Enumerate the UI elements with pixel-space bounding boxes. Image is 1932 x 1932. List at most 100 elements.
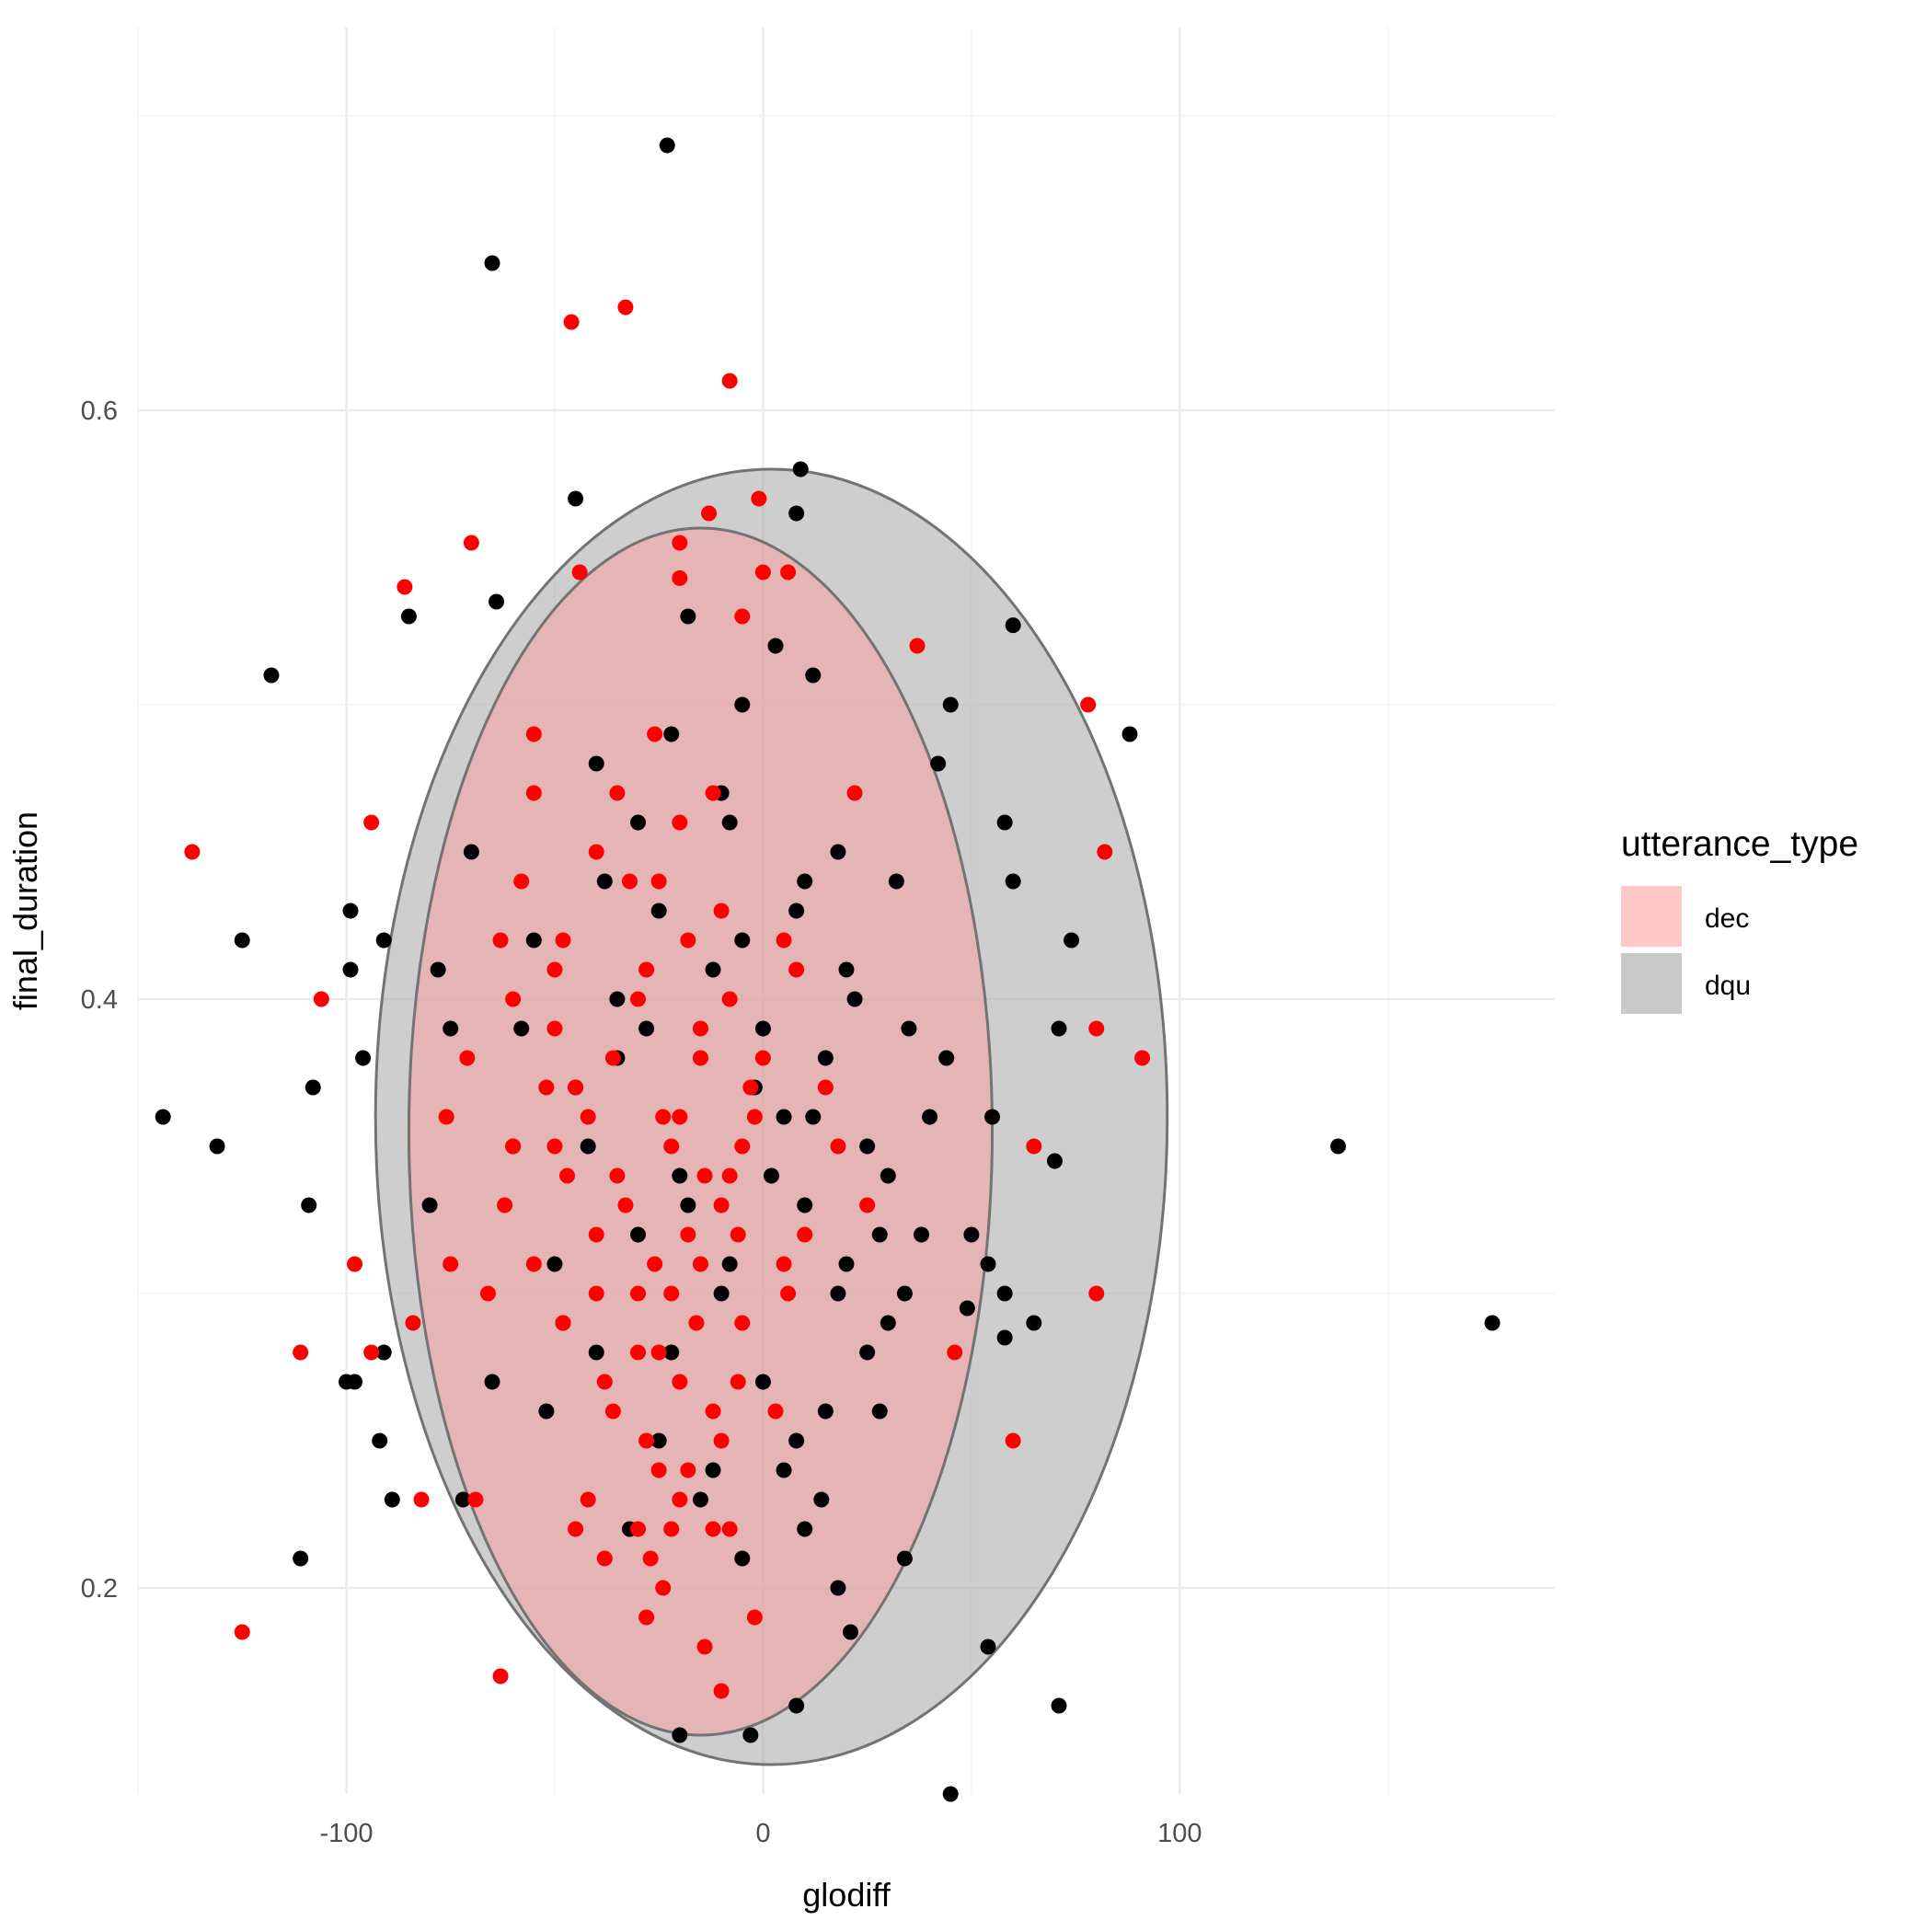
point-dec <box>713 1432 730 1449</box>
point-dqu <box>1484 1315 1501 1331</box>
point-dec <box>1080 696 1097 713</box>
point-dqu <box>1064 932 1080 949</box>
point-dqu <box>375 1344 392 1361</box>
y-tick-label: 0.6 <box>81 397 118 426</box>
x-tick-label: 100 <box>1157 1819 1202 1848</box>
y-tick-label: 0.2 <box>81 1574 118 1604</box>
point-dec <box>617 1197 634 1213</box>
point-dqu <box>525 932 542 949</box>
point-dqu <box>859 1344 876 1361</box>
point-dqu <box>588 755 604 772</box>
point-dqu <box>301 1197 317 1213</box>
point-dec <box>746 1109 763 1125</box>
point-dec <box>505 991 522 1007</box>
point-dqu <box>1026 1315 1042 1331</box>
point-dqu <box>538 1403 555 1420</box>
point-dqu <box>721 814 738 831</box>
point-dqu <box>788 1697 805 1714</box>
point-dqu <box>754 1020 771 1037</box>
point-dec <box>505 1138 522 1155</box>
point-dqu <box>980 1639 996 1655</box>
point-dec <box>1088 1020 1105 1037</box>
point-dec <box>568 1079 584 1096</box>
point-dec <box>580 1109 596 1125</box>
ellipse-dec <box>407 526 995 1737</box>
point-dqu <box>421 1197 438 1213</box>
point-dec <box>638 1432 655 1449</box>
point-dqu <box>805 1109 822 1125</box>
point-dec <box>571 564 588 581</box>
point-dqu <box>817 1050 834 1066</box>
point-dec <box>580 1491 596 1508</box>
point-dec <box>568 1521 584 1537</box>
point-dec <box>797 1226 813 1243</box>
point-dec <box>463 535 479 551</box>
point-dqu <box>984 1109 1001 1125</box>
point-dec <box>754 564 771 581</box>
point-dec <box>776 932 792 949</box>
point-dec <box>692 1020 708 1037</box>
point-dec <box>525 785 542 801</box>
point-dqu <box>776 1462 792 1478</box>
point-dqu <box>1005 873 1021 890</box>
point-dec <box>596 1374 613 1390</box>
point-dec <box>467 1491 484 1508</box>
point-dec <box>776 1256 792 1272</box>
point-dec <box>234 1624 250 1640</box>
point-dqu <box>938 1050 955 1066</box>
point-dec <box>1005 1432 1021 1449</box>
point-dec <box>705 785 721 801</box>
point-dec <box>672 569 688 586</box>
point-dec <box>650 873 667 890</box>
point-dqu <box>663 726 680 742</box>
point-dec <box>630 1521 647 1537</box>
point-dec <box>705 1521 721 1537</box>
point-dec <box>588 1285 604 1302</box>
point-dec <box>680 1462 696 1478</box>
point-dqu <box>1329 1138 1346 1155</box>
x-tick-label: -100 <box>319 1819 373 1848</box>
point-dec <box>692 1050 708 1066</box>
point-dec <box>650 1462 667 1478</box>
point-dec <box>780 1285 797 1302</box>
point-dqu <box>209 1138 225 1155</box>
point-dec <box>313 991 329 1007</box>
point-dqu <box>650 1432 667 1449</box>
point-dec <box>525 726 542 742</box>
point-dqu <box>813 1491 830 1508</box>
point-dec <box>713 1197 730 1213</box>
point-dqu <box>443 1020 459 1037</box>
point-dqu <box>959 1300 975 1317</box>
x-tick-label: 0 <box>755 1819 770 1848</box>
point-dqu <box>305 1079 321 1096</box>
point-dec <box>630 991 647 1007</box>
point-dqu <box>830 844 846 860</box>
point-dqu <box>338 1374 354 1390</box>
point-dqu <box>880 1167 896 1184</box>
point-dqu <box>805 667 822 684</box>
point-dqu <box>788 903 805 919</box>
point-dec <box>492 1668 509 1685</box>
point-dqu <box>838 961 855 978</box>
point-dqu <box>342 961 359 978</box>
point-dec <box>596 1550 613 1567</box>
point-dec <box>459 1050 476 1066</box>
point-dqu <box>630 1226 647 1243</box>
point-dqu <box>263 667 280 684</box>
point-dec <box>492 932 509 949</box>
point-dec <box>1097 844 1113 860</box>
point-dec <box>604 1050 621 1066</box>
point-dqu <box>901 1020 917 1037</box>
point-dqu <box>454 1491 471 1508</box>
point-dqu <box>734 696 751 713</box>
point-dqu <box>871 1403 888 1420</box>
point-dec <box>817 1079 834 1096</box>
point-dec <box>617 299 634 316</box>
point-dqu <box>888 873 904 890</box>
point-dec <box>672 1109 688 1125</box>
point-dec <box>692 1256 708 1272</box>
point-dec <box>696 1167 713 1184</box>
point-dqu <box>1046 1153 1063 1169</box>
point-dqu <box>692 1491 708 1508</box>
point-dqu <box>767 638 784 654</box>
